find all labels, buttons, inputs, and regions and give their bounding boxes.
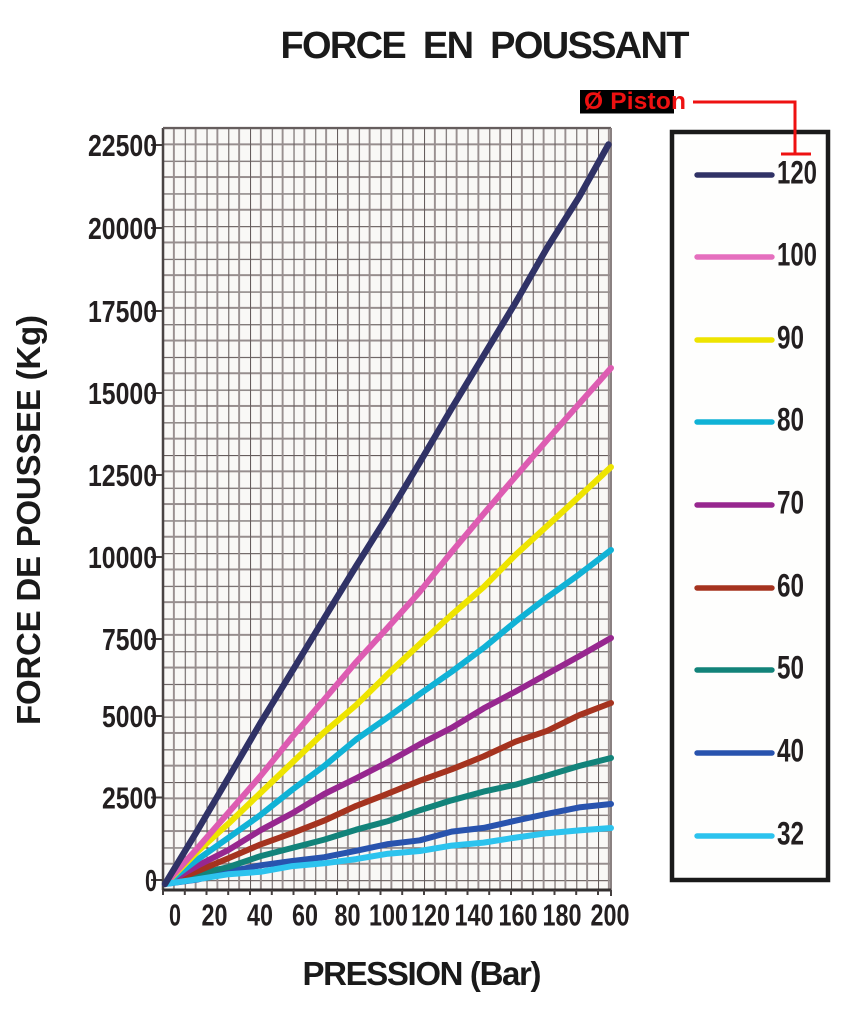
- svg-text:FORCE EN POUSSANT: FORCE EN POUSSANT: [281, 25, 690, 67]
- svg-text:0: 0: [169, 898, 181, 933]
- svg-text:32: 32: [777, 816, 804, 852]
- svg-text:PRESSION (Bar): PRESSION (Bar): [303, 955, 542, 992]
- svg-text:15000: 15000: [88, 376, 157, 411]
- svg-text:50: 50: [777, 650, 804, 686]
- svg-text:140: 140: [455, 898, 494, 933]
- svg-text:5000: 5000: [102, 699, 157, 734]
- svg-text:120: 120: [411, 898, 450, 933]
- svg-text:FORCE DE POUSSEE (Kg): FORCE DE POUSSEE (Kg): [10, 315, 47, 725]
- svg-text:7500: 7500: [102, 622, 157, 657]
- svg-text:160: 160: [499, 898, 538, 933]
- svg-text:40: 40: [247, 898, 273, 933]
- svg-text:12500: 12500: [88, 458, 157, 493]
- svg-text:22500: 22500: [88, 128, 157, 163]
- svg-text:40: 40: [777, 733, 804, 769]
- svg-text:60: 60: [777, 568, 804, 604]
- svg-text:100: 100: [777, 237, 817, 273]
- svg-text:60: 60: [292, 898, 318, 933]
- svg-text:80: 80: [777, 402, 804, 438]
- svg-text:120: 120: [777, 155, 817, 191]
- svg-text:100: 100: [369, 898, 408, 933]
- svg-text:180: 180: [543, 898, 582, 933]
- svg-text:200: 200: [591, 898, 630, 933]
- svg-text:20: 20: [202, 898, 228, 933]
- svg-text:0: 0: [145, 863, 157, 898]
- svg-text:90: 90: [777, 320, 804, 356]
- svg-text:Ø Piston: Ø Piston: [584, 88, 686, 115]
- svg-text:70: 70: [777, 485, 804, 521]
- svg-text:17500: 17500: [88, 294, 157, 329]
- svg-text:2500: 2500: [102, 781, 157, 816]
- svg-text:80: 80: [335, 898, 361, 933]
- svg-text:20000: 20000: [88, 211, 157, 246]
- svg-text:10000: 10000: [88, 540, 157, 575]
